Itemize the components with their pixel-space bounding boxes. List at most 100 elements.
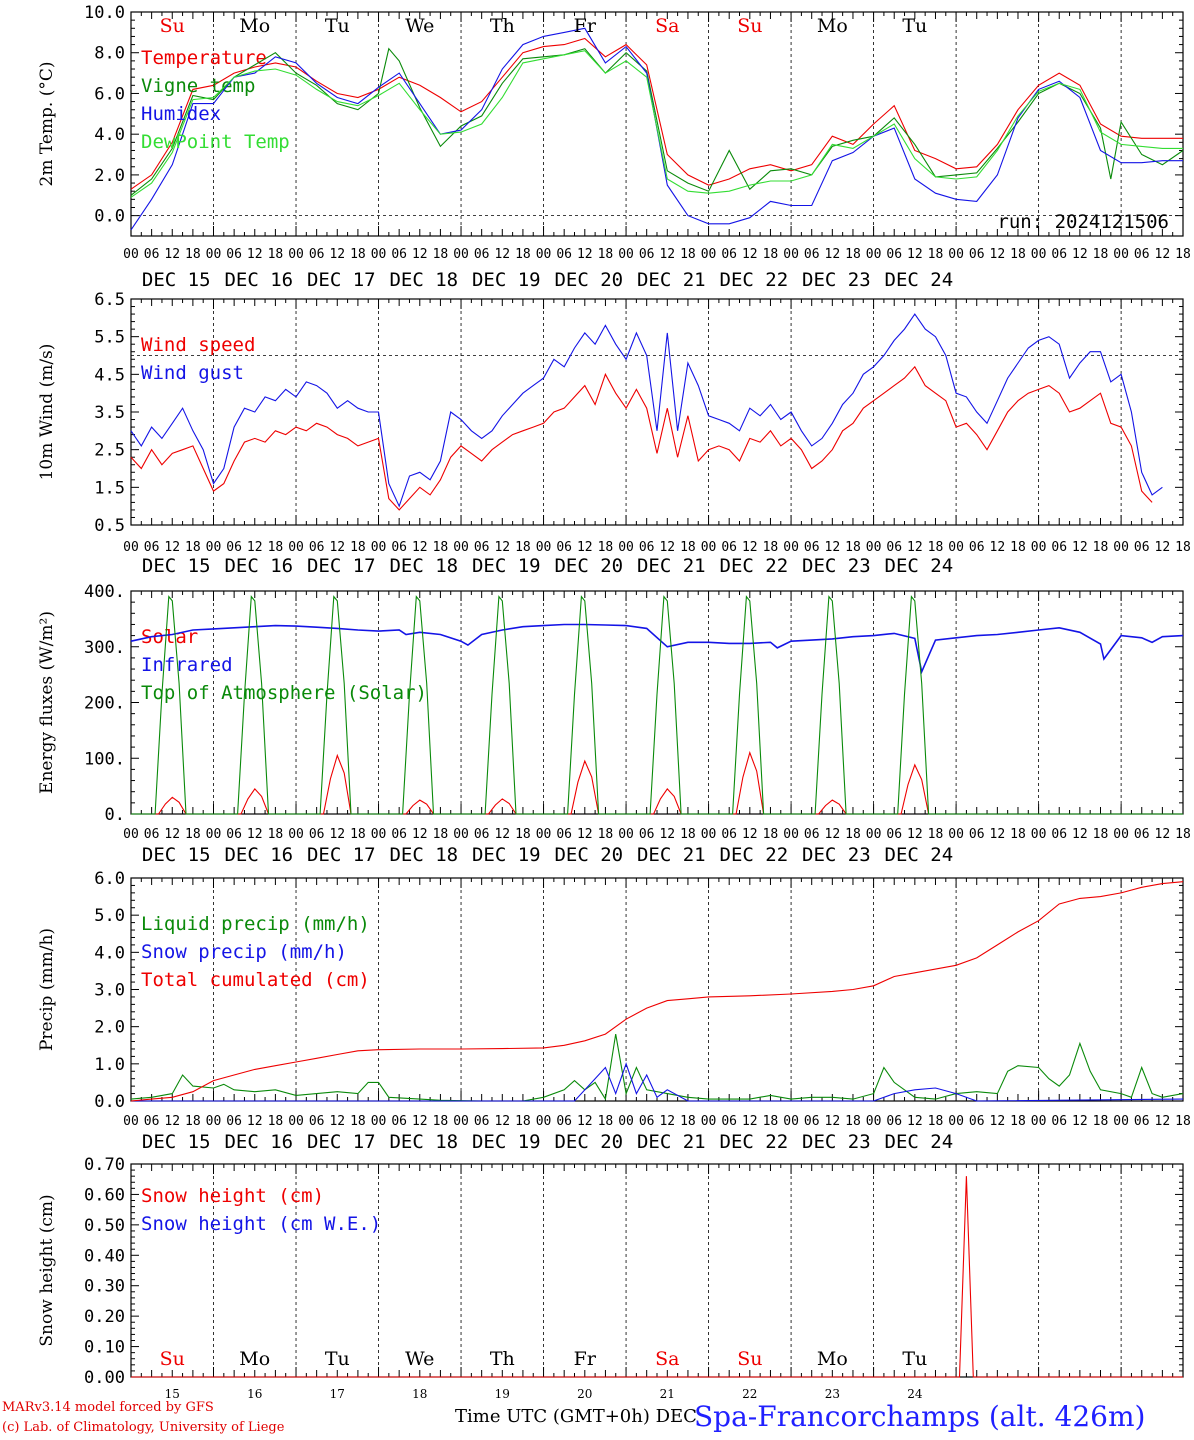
hour-label: 00 — [783, 827, 799, 842]
hour-label: 12 — [247, 247, 263, 262]
hour-label: 06 — [144, 247, 160, 262]
date-label: DEC 21 — [637, 844, 706, 866]
hour-label: 12 — [659, 827, 675, 842]
day-name-label: Mo — [239, 15, 270, 37]
day-name-label: Su — [737, 1348, 762, 1370]
day-name-label: We — [405, 15, 434, 37]
hour-label: 00 — [371, 827, 387, 842]
run-annotation: run: 2024121506 — [997, 211, 1169, 233]
hour-label: 12 — [494, 540, 510, 555]
hour-label: 18 — [1175, 1114, 1191, 1129]
y-tick-label: 4.0 — [94, 125, 125, 145]
hour-label: 12 — [247, 1114, 263, 1129]
panel-2: 0.5 1.5 2.5 3.5 4.5 5.5 6.5 10m Wind (m/s) 00 06 1… — [37, 290, 1191, 577]
hour-label: 12 — [907, 1114, 923, 1129]
date-label: DEC 19 — [472, 555, 541, 577]
date-label: DEC 22 — [720, 555, 789, 577]
legend-entry: DewPoint Temp — [141, 131, 290, 153]
day-name-label: Tu — [325, 1348, 350, 1370]
hour-label: 12 — [825, 540, 841, 555]
hour-label: 00 — [206, 827, 222, 842]
day-number-label: 21 — [660, 1387, 675, 1400]
day-name-label: Sa — [655, 15, 679, 37]
hour-label: 12 — [329, 247, 345, 262]
hour-label: 18 — [1093, 247, 1109, 262]
hour-label: 18 — [680, 1114, 696, 1129]
date-label: DEC 24 — [885, 844, 954, 866]
hour-label: 06 — [309, 1114, 325, 1129]
y-tick-label: 1.0 — [94, 1055, 125, 1075]
date-label: DEC 24 — [885, 555, 954, 577]
hour-label: 00 — [536, 247, 552, 262]
hour-label: 18 — [845, 1114, 861, 1129]
hour-label: 06 — [1134, 1114, 1150, 1129]
hour-label: 18 — [350, 247, 366, 262]
day-name-label: Fr — [574, 15, 597, 37]
hour-label: 00 — [206, 540, 222, 555]
hour-label: 12 — [990, 540, 1006, 555]
hour-label: 00 — [1031, 247, 1047, 262]
hour-label: 18 — [185, 540, 201, 555]
hour-label: 06 — [309, 827, 325, 842]
date-label: DEC 16 — [224, 269, 293, 291]
date-label: DEC 20 — [554, 1131, 623, 1153]
hour-label: 12 — [825, 827, 841, 842]
y-tick-label: 0.20 — [84, 1307, 125, 1327]
date-label: DEC 23 — [802, 844, 871, 866]
hour-label: 06 — [309, 247, 325, 262]
hour-label: 00 — [453, 247, 469, 262]
hour-label: 00 — [783, 540, 799, 555]
hour-label: 00 — [123, 540, 139, 555]
hour-label: 18 — [598, 827, 614, 842]
hour-label: 18 — [1010, 1114, 1026, 1129]
hour-label: 06 — [639, 827, 655, 842]
y-tick-label: 2.0 — [94, 166, 125, 186]
hour-label: 18 — [433, 827, 449, 842]
hour-label: 06 — [226, 1114, 242, 1129]
hour-label: 12 — [742, 540, 758, 555]
hour-label: 18 — [350, 1114, 366, 1129]
y-tick-label: 3.5 — [94, 403, 125, 423]
series-line — [130, 47, 1184, 196]
hour-label: 12 — [1155, 247, 1171, 262]
y-tick-label: 4.5 — [94, 365, 125, 385]
hour-label: 00 — [206, 247, 222, 262]
hour-label: 18 — [1093, 540, 1109, 555]
hour-label: 06 — [391, 540, 407, 555]
hour-label: 06 — [1051, 827, 1067, 842]
hour-label: 12 — [1072, 540, 1088, 555]
hour-label: 06 — [639, 247, 655, 262]
hour-label: 12 — [907, 247, 923, 262]
hour-label: 12 — [990, 247, 1006, 262]
hour-label: 12 — [412, 247, 428, 262]
hour-label: 06 — [391, 247, 407, 262]
date-label: DEC 19 — [472, 1131, 541, 1153]
date-label: DEC 17 — [307, 269, 376, 291]
hour-label: 18 — [268, 827, 284, 842]
hour-label: 12 — [329, 827, 345, 842]
hour-label: 12 — [577, 1114, 593, 1129]
y-tick-label: 0.30 — [84, 1277, 125, 1297]
meteogram: 0.0 2.0 4.0 6.0 8.0 10.0 2m Temp. (°C) 00 06 12 18… — [37, 3, 1191, 1400]
series-line — [131, 595, 1183, 815]
hour-label: 00 — [701, 1114, 717, 1129]
date-label: DEC 24 — [885, 269, 954, 291]
plot-frame — [130, 11, 1184, 237]
date-label: DEC 15 — [142, 1131, 211, 1153]
y-tick-label: 3.0 — [94, 981, 125, 1001]
hour-label: 00 — [536, 540, 552, 555]
panel-1: 0.0 2.0 4.0 6.0 8.0 10.0 2m Temp. (°C) 00 06 12 18… — [37, 3, 1191, 291]
date-label: DEC 20 — [554, 269, 623, 291]
day-number-label: 23 — [825, 1387, 840, 1400]
hour-label: 18 — [1093, 827, 1109, 842]
y-tick-label: 0.10 — [84, 1338, 125, 1358]
hour-label: 00 — [1031, 827, 1047, 842]
hour-label: 00 — [701, 827, 717, 842]
y-tick-label: 0. — [105, 805, 125, 825]
hour-label: 18 — [1010, 540, 1026, 555]
day-name-label: Fr — [574, 1348, 597, 1370]
hour-label: 06 — [391, 1114, 407, 1129]
hour-label: 12 — [742, 247, 758, 262]
legend-entry: Wind speed — [141, 334, 255, 356]
hour-label: 06 — [969, 1114, 985, 1129]
